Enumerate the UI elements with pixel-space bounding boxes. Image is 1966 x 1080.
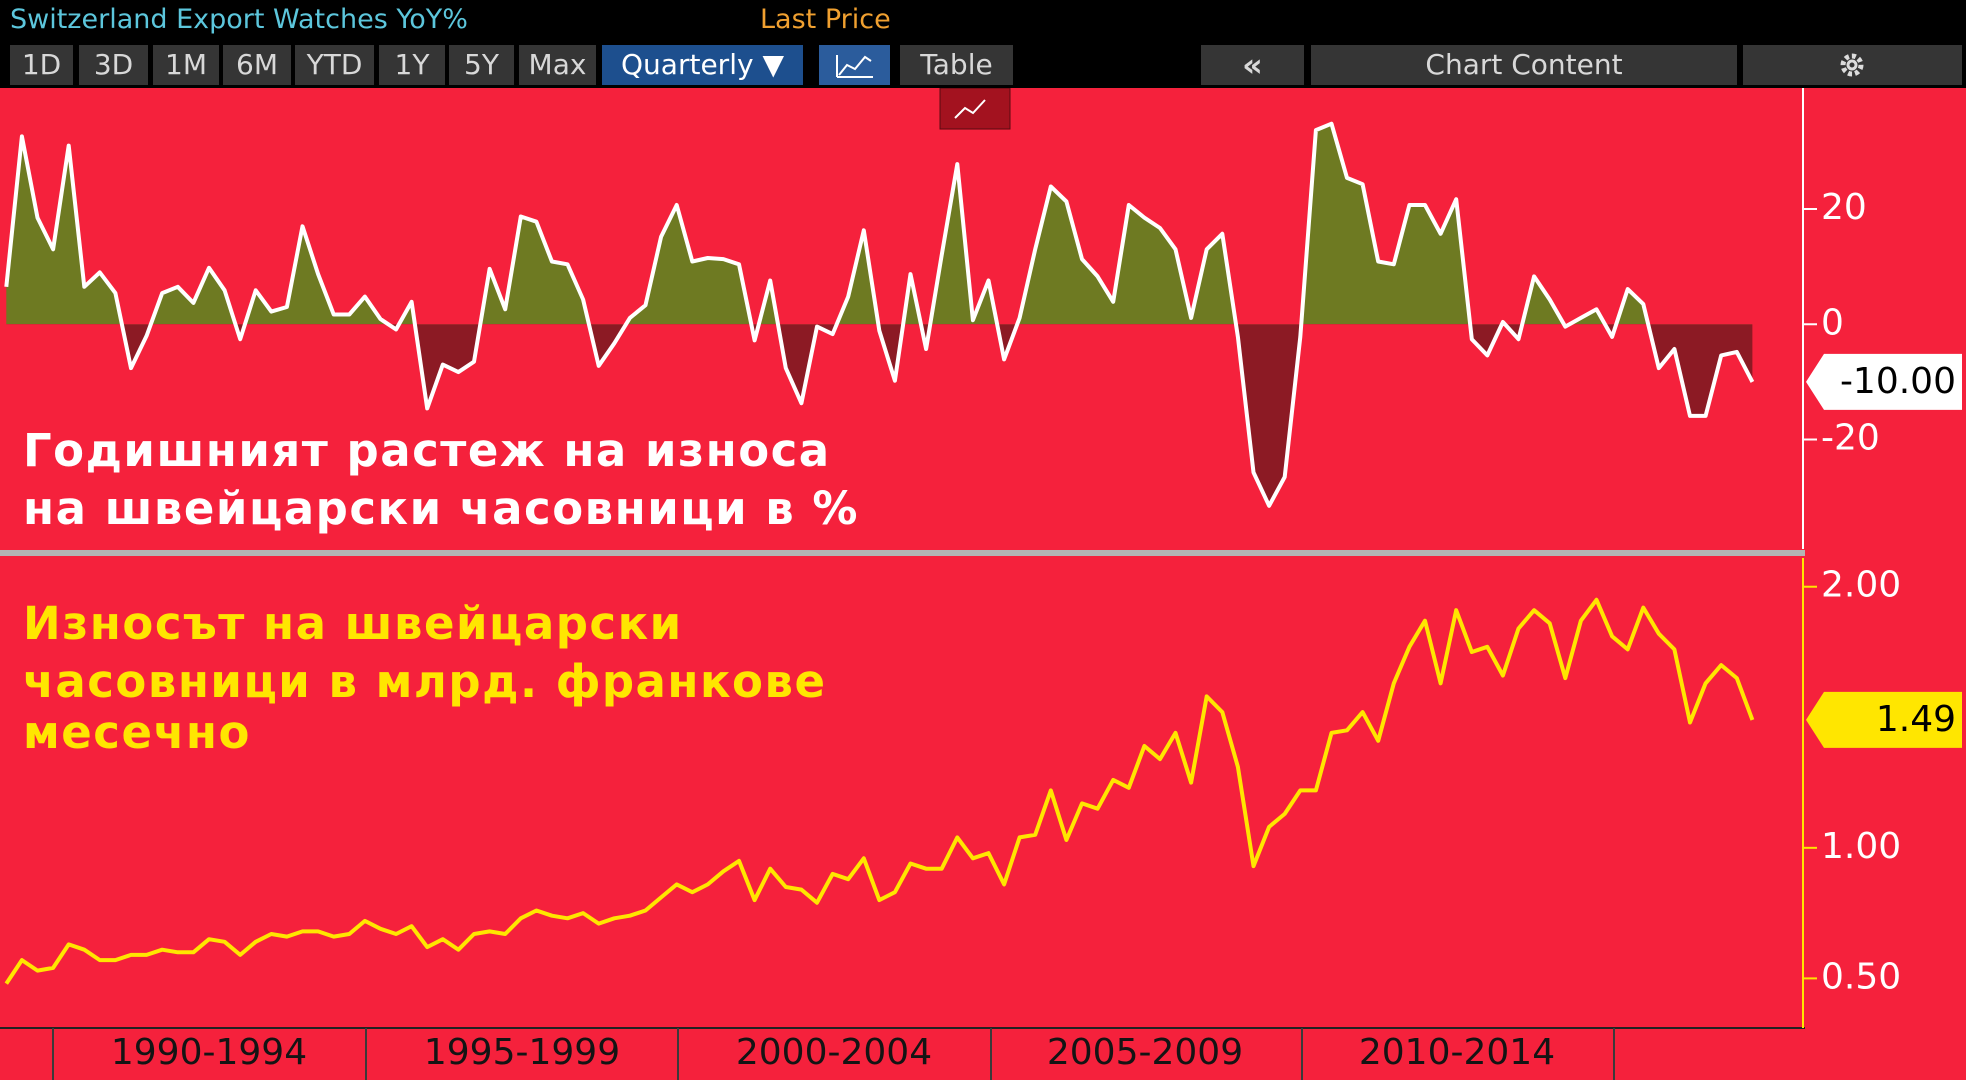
annotation: Годишният растеж на износа (23, 424, 831, 477)
y-tick-label: 0.50 (1821, 956, 1901, 997)
x-period-label: 2000-2004 (736, 1032, 932, 1073)
chart-content-button[interactable]: Chart Content (1311, 45, 1737, 85)
frequency-button[interactable]: Quarterly ▼ (602, 45, 803, 85)
y-tick-label: 0 (1821, 302, 1844, 343)
chart-icon (836, 55, 873, 78)
last-value-box (1806, 353, 1962, 410)
range-button[interactable]: 3D (79, 45, 148, 85)
x-period-label: 1995-1999 (424, 1032, 620, 1073)
line (4, 121, 1755, 508)
panel-menu-icon (954, 99, 986, 119)
gear-icon (1840, 53, 1864, 77)
field-name: Last Price (760, 4, 891, 35)
chart-type-button[interactable] (819, 45, 890, 85)
x-period-label: 1990-1994 (111, 1032, 307, 1073)
y-tick-label: 1.00 (1821, 826, 1901, 867)
annotation: часовници в млрд. франкове (23, 655, 826, 708)
range-button[interactable]: 1M (153, 45, 219, 85)
last-value-box (1806, 691, 1962, 748)
last-value-label: 1.49 (1876, 699, 1956, 740)
area-positive (6, 123, 1649, 325)
chart: 1990-1994 1995-1999 2000-2004 2005-2009 2010… (0, 88, 1966, 1080)
table-button[interactable]: Table (900, 45, 1013, 85)
annotation: на швейцарски часовници в % (23, 482, 859, 535)
range-button[interactable]: 1Y (379, 45, 445, 85)
y-tick-label: 2.00 (1821, 565, 1901, 606)
range-button[interactable]: 1D (10, 45, 73, 85)
range-button[interactable]: 5Y (449, 45, 514, 85)
y-tick-label: -20 (1821, 418, 1880, 459)
range-button[interactable]: 6M (223, 45, 291, 85)
range-button[interactable]: YTD (295, 45, 374, 85)
panel-separator (0, 550, 1805, 556)
security-title: Switzerland Export Watches YoY% (10, 4, 468, 35)
settings-button[interactable] (1743, 45, 1962, 85)
annotation: месечно (23, 706, 251, 759)
annotation: Износът на швейцарски (23, 597, 683, 650)
line (4, 597, 1755, 985)
period-separators (52, 1028, 1615, 1080)
panel-menu[interactable] (939, 88, 1011, 130)
range-button[interactable]: Max (519, 45, 596, 85)
y-tick-label: 20 (1821, 187, 1867, 228)
chart-background (0, 88, 1966, 1080)
last-value-label: -10.00 (1840, 361, 1956, 402)
x-period-label: 2010-2014 (1359, 1032, 1555, 1073)
x-period-label: 2005-2009 (1047, 1032, 1243, 1073)
collapse-button[interactable]: « (1201, 45, 1304, 85)
